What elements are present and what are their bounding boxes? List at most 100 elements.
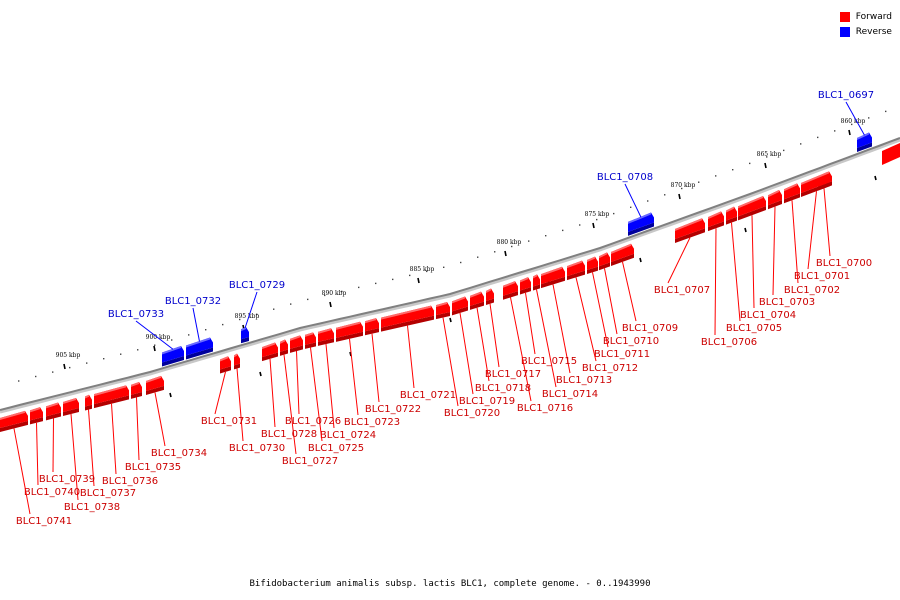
gene-leader-line <box>442 317 459 407</box>
kbp-tick-label: 895 kbp <box>235 313 260 320</box>
gene-blc1-0728[interactable]: BLC1_0728 <box>261 342 317 440</box>
scale-dot <box>647 200 649 202</box>
gene-blc1-0739[interactable]: BLC1_0739 <box>39 402 95 485</box>
gene-leader-line <box>296 351 300 415</box>
backbone-shadow <box>0 138 900 414</box>
gene-blc1-0727[interactable]: BLC1_0727 <box>280 339 338 467</box>
gene-blc1-0712[interactable]: BLC1_0712 <box>567 260 638 374</box>
gene-features: BLC1_0697BLC1_0700BLC1_0701BLC1_0702BLC1… <box>0 90 874 527</box>
gene-blc1-0736[interactable]: BLC1_0736 <box>94 385 158 487</box>
gene-blc1-0738[interactable]: BLC1_0738 <box>63 397 120 513</box>
gene-blc1-0708[interactable]: BLC1_0708 <box>597 172 654 236</box>
gene-blc1-0720[interactable]: BLC1_0720 <box>436 302 500 419</box>
gene-label: BLC1_0708 <box>597 172 653 183</box>
scale-dot <box>715 175 717 177</box>
gene-leader-line <box>135 320 174 350</box>
gene-blc1-0701[interactable]: BLC1_0701 <box>794 171 850 282</box>
gene-shadow-face <box>675 228 705 243</box>
kbp-tick-mark <box>592 222 595 229</box>
gene-blc1-0734[interactable]: BLC1_0734 <box>146 375 207 459</box>
gene-blc1-0732[interactable]: BLC1_0732 <box>165 296 221 360</box>
gene-highlight <box>381 305 431 320</box>
gene-leader-line <box>459 312 474 395</box>
scale-dot <box>35 375 37 378</box>
gene-leader-line <box>70 413 79 501</box>
gene-blc1-0735[interactable]: BLC1_0735 <box>125 382 181 473</box>
gene-blc1-0725[interactable]: BLC1_0725 <box>305 332 364 454</box>
kbp-tick-mark <box>329 301 332 308</box>
gene-leader-line <box>88 409 95 487</box>
gene-blc1-0705[interactable]: BLC1_0705 <box>726 206 782 334</box>
gene-blc1-0718[interactable]: BLC1_0718 <box>470 291 531 394</box>
gene-blc1-0714[interactable]: BLC1_0714 <box>533 274 598 400</box>
gene-blc1-0707[interactable]: BLC1_0707 <box>654 218 710 296</box>
gene-highlight <box>94 385 126 397</box>
gene-blc1-0715[interactable]: BLC1_0715 <box>520 277 577 367</box>
gene-leader-line <box>624 183 642 218</box>
gene-blc1-0729[interactable]: BLC1_0729 <box>229 280 285 344</box>
scale-dot <box>188 334 190 336</box>
gene-blc1-0740[interactable]: BLC1_0740 <box>24 407 80 498</box>
gene-blc1-0730[interactable]: BLC1_0730 <box>229 353 285 454</box>
scale-dot <box>69 366 71 369</box>
gene-blc1-0697[interactable]: BLC1_0697 <box>818 90 874 153</box>
gene-blc1-0713[interactable]: BLC1_0713 <box>541 266 612 386</box>
scale-dot <box>732 169 734 171</box>
gene-shadow-face <box>336 331 363 342</box>
gene-blc1-0723[interactable]: BLC1_0723 <box>336 321 400 428</box>
gene-blc1-0726[interactable]: BLC1_0726 <box>285 335 341 427</box>
gene-blc1-0706[interactable]: BLC1_0706 <box>701 211 757 348</box>
gene-label: BLC1_0711 <box>594 349 650 360</box>
gene-blc1-0709[interactable]: BLC1_0709 <box>611 243 678 334</box>
gene-blc1-0703[interactable]: BLC1_0703 <box>759 190 815 308</box>
gene-blc1-0737[interactable]: BLC1_0737 <box>80 394 136 499</box>
gene-label: BLC1_0713 <box>556 375 612 386</box>
kbp-tick-mark <box>504 250 507 257</box>
gene-shadow-face <box>486 298 494 305</box>
gene-highlight <box>162 346 181 355</box>
gene-blc1-0717[interactable]: BLC1_0717 <box>485 288 541 380</box>
gene-blc1-0721[interactable]: BLC1_0721 <box>381 305 456 401</box>
gene-blc1-0711[interactable]: BLC1_0711 <box>587 256 650 360</box>
gene-label: BLC1_0738 <box>64 502 120 513</box>
gene-highlight <box>280 339 285 344</box>
gene-blc1-0741[interactable]: BLC1_0741 <box>0 410 72 527</box>
gene-blc1-0731[interactable]: BLC1_0731 <box>201 356 257 427</box>
gene-blc1-0733[interactable]: BLC1_0733 <box>108 309 184 367</box>
gene-body <box>708 211 724 228</box>
gene-blc1-0722[interactable]: BLC1_0722 <box>365 318 421 415</box>
gene-shadow-face <box>533 284 540 291</box>
kbp-tick-mark <box>63 363 66 370</box>
gene-blc1-0719[interactable]: BLC1_0719 <box>452 296 515 407</box>
gene-shadow-face <box>280 349 288 356</box>
gene-label: BLC1_0740 <box>24 487 80 498</box>
kbp-tick-label: 880 kbp <box>497 239 522 246</box>
scale-dot <box>630 206 632 208</box>
gene-blc1-0724[interactable]: BLC1_0724 <box>318 328 376 441</box>
gene-leader-line <box>772 206 776 296</box>
scale-dot <box>766 156 768 158</box>
legend: Forward Reverse <box>839 9 892 39</box>
gene-highlight <box>63 397 76 405</box>
gene-label: BLC1_0721 <box>400 390 456 401</box>
scale-dot <box>511 245 513 248</box>
gene-shadow-face <box>63 407 79 417</box>
gene-leader-line <box>604 268 618 335</box>
gene-body <box>801 171 832 193</box>
gene-label: BLC1_0732 <box>165 296 221 307</box>
gene-highlight <box>436 302 447 308</box>
gene-leader-line <box>52 418 54 473</box>
gene-blc1-0702[interactable]: BLC1_0702 <box>784 183 840 296</box>
gene-blc1-0704[interactable]: BLC1_0704 <box>738 196 796 321</box>
gene-blc1-0716[interactable]: BLC1_0716 <box>503 281 573 414</box>
scale-dot <box>290 303 292 305</box>
gene-shadow-face <box>784 193 800 204</box>
gene-blc1-0710[interactable]: BLC1_0710 <box>599 252 659 347</box>
gene-label: BLC1_0705 <box>726 323 782 334</box>
gene-label: BLC1_0720 <box>444 408 500 419</box>
gene-offscreen-fragment <box>882 143 900 165</box>
scale-dot <box>783 149 785 152</box>
gene-leader-line <box>823 188 831 257</box>
gene-shadow-face <box>470 301 484 310</box>
